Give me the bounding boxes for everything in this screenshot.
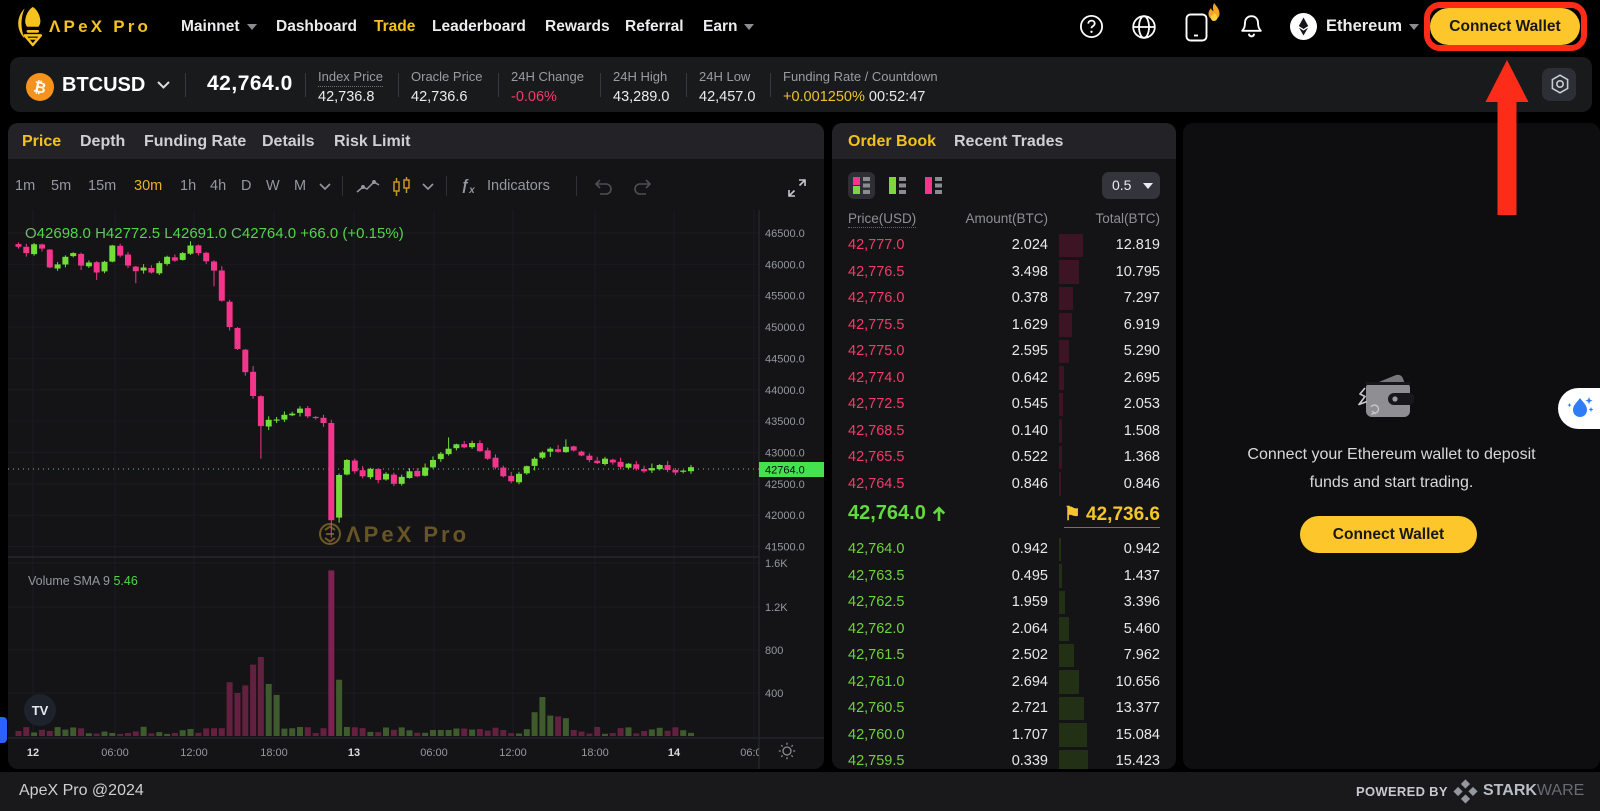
svg-text:ΛPeX Pro: ΛPeX Pro — [49, 17, 151, 36]
svg-text:46500.0: 46500.0 — [765, 228, 805, 240]
svg-text:06:00: 06:00 — [420, 747, 448, 759]
svg-text:O42698.0 H42772.5 L42691.0 C42: O42698.0 H42772.5 L42691.0 C42764.0 +66.… — [25, 225, 404, 242]
svg-text:12: 12 — [27, 747, 39, 759]
svg-text:TV: TV — [32, 703, 49, 718]
svg-text:800: 800 — [765, 645, 783, 657]
svg-text:1.6K: 1.6K — [765, 558, 788, 570]
svg-text:18:00: 18:00 — [260, 747, 288, 759]
svg-text:43500.0: 43500.0 — [765, 416, 805, 428]
svg-text:₿: ₿ — [32, 78, 48, 97]
svg-text:41500.0: 41500.0 — [765, 542, 805, 554]
svg-text:Volume SMA 9 5.46: Volume SMA 9 5.46 — [28, 574, 138, 588]
svg-text:1.2K: 1.2K — [765, 602, 788, 614]
svg-text:43000.0: 43000.0 — [765, 448, 805, 460]
svg-text:42764.0: 42764.0 — [765, 465, 805, 477]
svg-text:12:00: 12:00 — [499, 747, 527, 759]
svg-text:45000.0: 45000.0 — [765, 322, 805, 334]
svg-text:46000.0: 46000.0 — [765, 259, 805, 271]
svg-text:06:00: 06:00 — [101, 747, 129, 759]
svg-text:12:00: 12:00 — [180, 747, 208, 759]
svg-text:13: 13 — [348, 747, 360, 759]
svg-text:ΛPeX Pro: ΛPeX Pro — [346, 522, 469, 547]
svg-text:400: 400 — [765, 688, 783, 700]
svg-text:14: 14 — [668, 747, 681, 759]
svg-text:42000.0: 42000.0 — [765, 510, 805, 522]
svg-text:44500.0: 44500.0 — [765, 353, 805, 365]
svg-text:18:00: 18:00 — [581, 747, 609, 759]
svg-text:44000.0: 44000.0 — [765, 385, 805, 397]
svg-text:45500.0: 45500.0 — [765, 291, 805, 303]
svg-text:06:00: 06:00 — [740, 747, 768, 759]
svg-text:42500.0: 42500.0 — [765, 479, 805, 491]
